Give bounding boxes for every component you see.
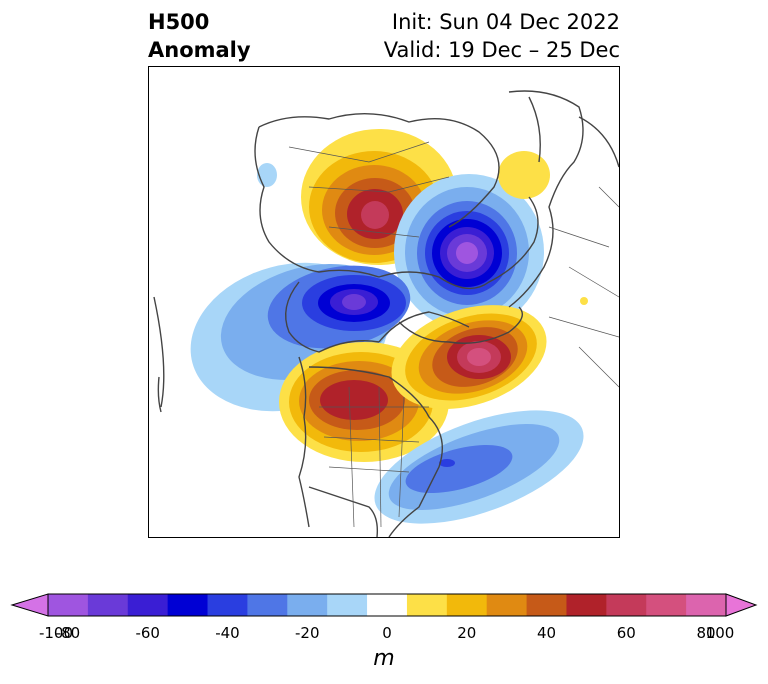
colorbar-bin: [406, 594, 448, 616]
colorbar-extend-under: [10, 593, 49, 617]
colorbar-bin: [606, 594, 647, 616]
colorbar-tick-label: 100: [705, 624, 735, 642]
colorbar-tick-label: -60: [135, 624, 160, 642]
anomaly-ridge-scandinavia: [498, 151, 588, 305]
colorbar-bin: [48, 594, 89, 616]
colorbar-bin: [367, 594, 408, 616]
init-date: Init: Sun 04 Dec 2022: [391, 10, 620, 34]
colorbar-bin: [526, 594, 567, 616]
colorbar-bin: [247, 594, 288, 616]
title-line-1: H500: [148, 10, 210, 34]
anomaly-minor-negative: [257, 163, 277, 187]
colorbar-bin: [566, 594, 607, 616]
colorbar: [10, 590, 758, 624]
date-info: Init: Sun 04 Dec 2022 Valid: 19 Dec – 25…: [384, 8, 620, 64]
coastlines: [153, 90, 619, 537]
colorbar-bin: [646, 594, 687, 616]
colorbar-bin: [327, 594, 368, 616]
valid-range: Valid: 19 Dec – 25 Dec: [383, 38, 620, 62]
anomaly-trough-europe: [394, 174, 544, 330]
chart-title: H500 Anomaly: [148, 8, 251, 64]
colorbar-extend-over: [725, 593, 758, 617]
colorbar-bin: [87, 594, 129, 616]
political-borders: [288, 141, 619, 528]
colorbar-tick-label: 20: [457, 624, 477, 642]
colorbar-bin: [207, 594, 248, 616]
colorbar-tick-label: 0: [382, 624, 392, 642]
colorbar-bin: [446, 594, 488, 616]
title-line-2: Anomaly: [148, 38, 251, 62]
colorbar-unit-label: m: [373, 646, 395, 671]
colorbar-svg: [10, 593, 758, 617]
anomaly-map: [153, 90, 619, 537]
colorbar-tick-label: -40: [215, 624, 240, 642]
colorbar-tick-label: 40: [536, 624, 557, 642]
colorbar-bin: [486, 594, 528, 616]
colorbar-bin: [686, 594, 727, 616]
colorbar-border: [47, 593, 727, 617]
map-panel: [148, 66, 620, 538]
colorbar-bin: [167, 594, 209, 616]
colorbar-tick-label: -100: [38, 624, 74, 642]
colorbar-bin: [127, 594, 169, 616]
colorbar-tick-label: 80: [696, 624, 716, 642]
colorbar-tick-label: -80: [55, 624, 81, 642]
colorbar-tick-label: -20: [294, 624, 320, 642]
colorbar-bin: [287, 594, 328, 616]
colorbar-tick-label: 60: [616, 624, 636, 642]
anomaly-ridge-greenland: [391, 305, 547, 409]
